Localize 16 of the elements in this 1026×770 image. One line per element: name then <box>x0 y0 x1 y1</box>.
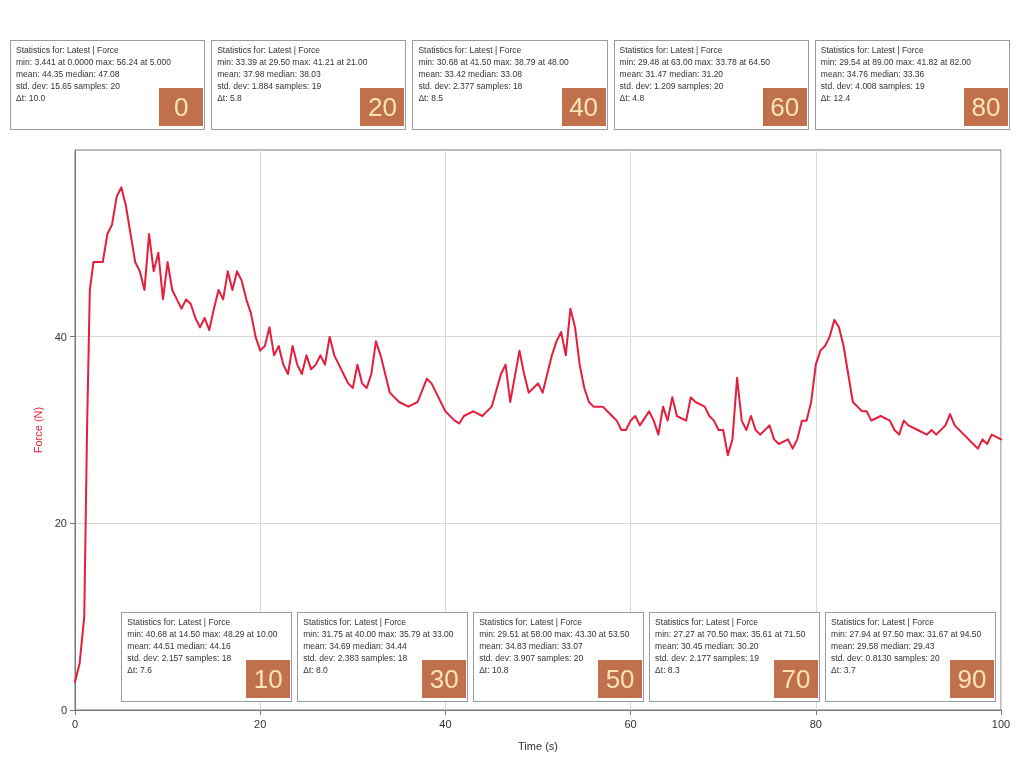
x-tick-label: 100 <box>991 717 1011 730</box>
x-tick-label: 80 <box>809 717 822 730</box>
y-tick-label: 20 <box>54 517 67 530</box>
text: 0 <box>159 88 204 126</box>
text: 40 <box>561 88 606 126</box>
y-tick-label: 0 <box>60 704 67 716</box>
y-axis-title: Force (N) <box>32 406 45 454</box>
text: 80 <box>964 88 1008 126</box>
x-tick-label: 20 <box>254 717 267 730</box>
x-tick-label: 40 <box>439 717 452 730</box>
x-axis-title: Time (s) <box>518 739 558 752</box>
x-tick-label: 60 <box>624 717 637 730</box>
x-tick-label: 0 <box>71 717 79 730</box>
text: 20 <box>360 88 405 126</box>
y-tick-label: 40 <box>54 330 67 343</box>
text: 60 <box>762 88 807 126</box>
